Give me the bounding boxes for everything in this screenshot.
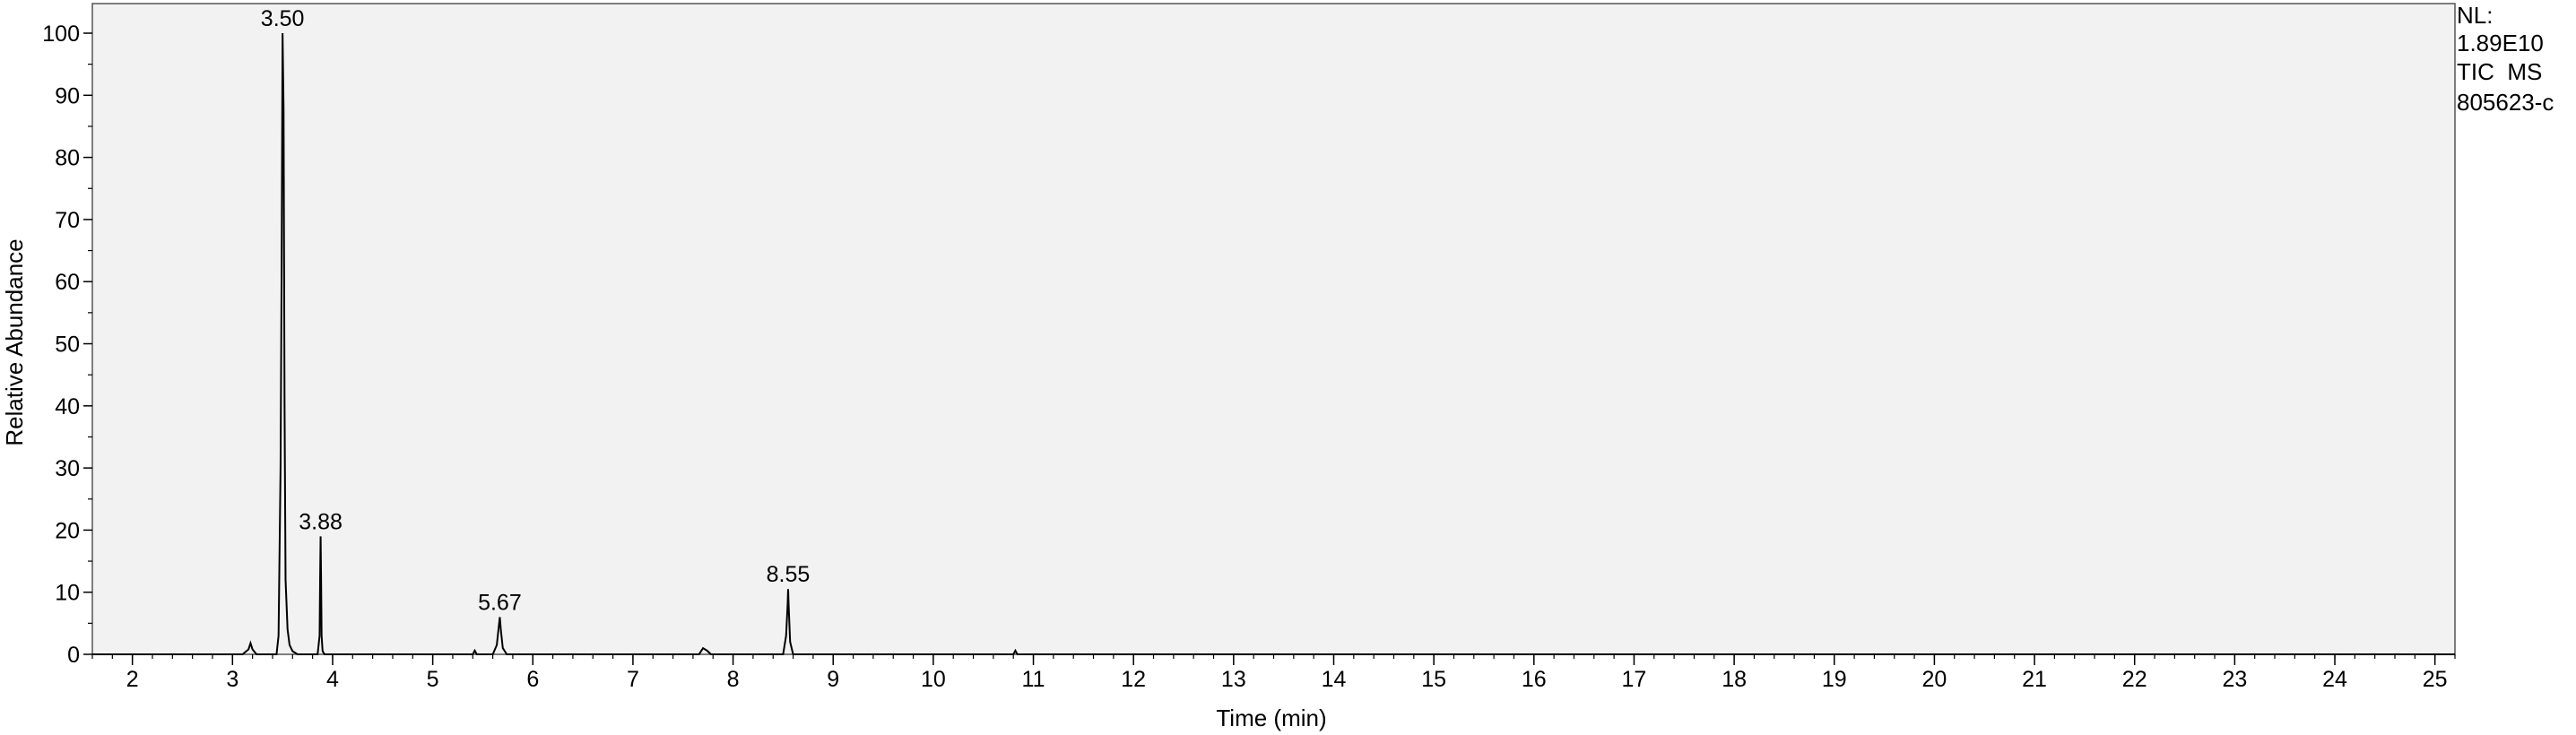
x-tick-label: 13: [1221, 667, 1246, 692]
x-tick-label: 24: [2322, 667, 2347, 692]
peak-labels: 3.50 3.88 5.67 8.55: [261, 6, 811, 615]
y-tick-label: 30: [55, 456, 80, 481]
x-tick-label: 4: [326, 667, 339, 692]
y-tick-label: 40: [55, 394, 80, 419]
y-tick-label: 70: [55, 208, 80, 233]
y-tick-label: 100: [42, 22, 80, 47]
peak-label: 3.88: [299, 509, 343, 534]
x-tick-label: 2: [126, 667, 139, 692]
x-tick-label: 23: [2222, 667, 2247, 692]
x-axis: 2 3 4 5 6 7 8 9 10 11 12 13 14 15 16 17 18 19 20 21 22 23 24 25: [91, 654, 2456, 692]
x-tick-label: 12: [1121, 667, 1146, 692]
y-tick-label: 20: [55, 518, 80, 543]
x-tick-label: 16: [1522, 667, 1547, 692]
x-tick-label: 8: [727, 667, 740, 692]
y-axis-title: Relative Abundance: [1, 238, 28, 445]
x-tick-label: 3: [226, 667, 239, 692]
x-tick-label: 5: [427, 667, 439, 692]
x-tick-label: 17: [1622, 667, 1647, 692]
scan-filter: TIC MS: [2457, 58, 2542, 85]
x-tick-label: 21: [2022, 667, 2047, 692]
y-tick-label: 50: [55, 333, 80, 358]
y-axis: 0 10 20 30 40 50 60 70 80 90 100: [42, 22, 92, 668]
y-tick-label: 80: [55, 146, 80, 171]
x-tick-label: 7: [627, 667, 639, 692]
x-tick-label: 14: [1322, 667, 1347, 692]
tic-trace: [92, 32, 2455, 655]
x-tick-label: 15: [1421, 667, 1446, 692]
x-axis-title: Time (min): [1216, 705, 1326, 731]
x-tick-label: 25: [2423, 667, 2448, 692]
x-tick-label: 9: [827, 667, 839, 692]
y-tick-label: 60: [55, 270, 80, 295]
peak-label: 5.67: [478, 590, 522, 615]
peak-label: 8.55: [767, 562, 811, 587]
nl-label: NL:: [2457, 2, 2493, 29]
y-tick-label: 90: [55, 83, 80, 108]
y-tick-label: 10: [55, 581, 80, 606]
sample-name: 805623-c: [2457, 89, 2554, 116]
x-tick-label: 18: [1722, 667, 1747, 692]
y-tick-label: 0: [67, 643, 80, 668]
nl-value: 1.89E10: [2457, 30, 2544, 56]
peak-label: 3.50: [261, 6, 305, 31]
plot-area: [91, 3, 2456, 655]
x-tick-label: 10: [921, 667, 946, 692]
x-tick-label: 6: [526, 667, 539, 692]
x-tick-label: 11: [1022, 667, 1045, 692]
x-tick-label: 22: [2122, 667, 2147, 692]
x-tick-label: 19: [1822, 667, 1847, 692]
x-tick-label: 20: [1922, 667, 1947, 692]
